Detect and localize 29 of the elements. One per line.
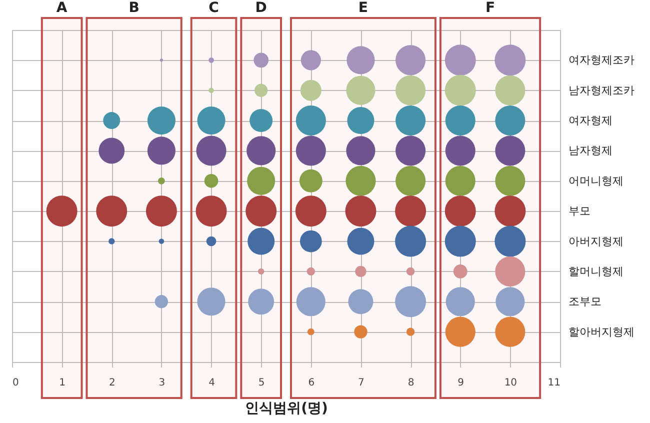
band-label: B [128,0,140,16]
x-tick-label: 0 [12,378,19,388]
x-axis-title: 인식범위(명) [245,400,328,416]
x-tick-label: 6 [308,378,315,388]
y-tick-label: 어머니형제 [568,174,624,188]
x-tick-label: 5 [258,378,265,388]
y-tick-label: 여자형제 [568,114,612,128]
x-tick-label: 11 [548,378,560,388]
x-tick-label: 2 [108,378,116,388]
band-label: C [208,0,219,16]
x-tick-label: 9 [458,378,464,388]
band-label: E [358,0,368,16]
y-tick-label: 할아버지형제 [568,325,634,338]
x-tick-label: 1 [59,378,66,388]
y-tick-label: 부모 [568,204,590,218]
y-tick-label: 아버지형제 [568,234,624,248]
y-tick-label: 남자형제 [568,144,612,158]
x-tick-label: 10 [504,378,518,388]
x-tick-label: 4 [208,378,215,388]
y-tick-label: 할머니형제 [568,264,624,278]
y-tick-label: 남자형제조카 [568,84,634,97]
band-label: D [255,0,267,16]
band-label: A [56,0,68,16]
x-tick-label: 7 [358,378,364,388]
y-tick-label: 조부모 [568,295,602,308]
band-label: F [485,0,496,16]
x-tick-label: 3 [158,378,166,388]
y-tick-label: 여자형제조카 [568,54,634,67]
x-tick-label: 8 [408,378,414,388]
